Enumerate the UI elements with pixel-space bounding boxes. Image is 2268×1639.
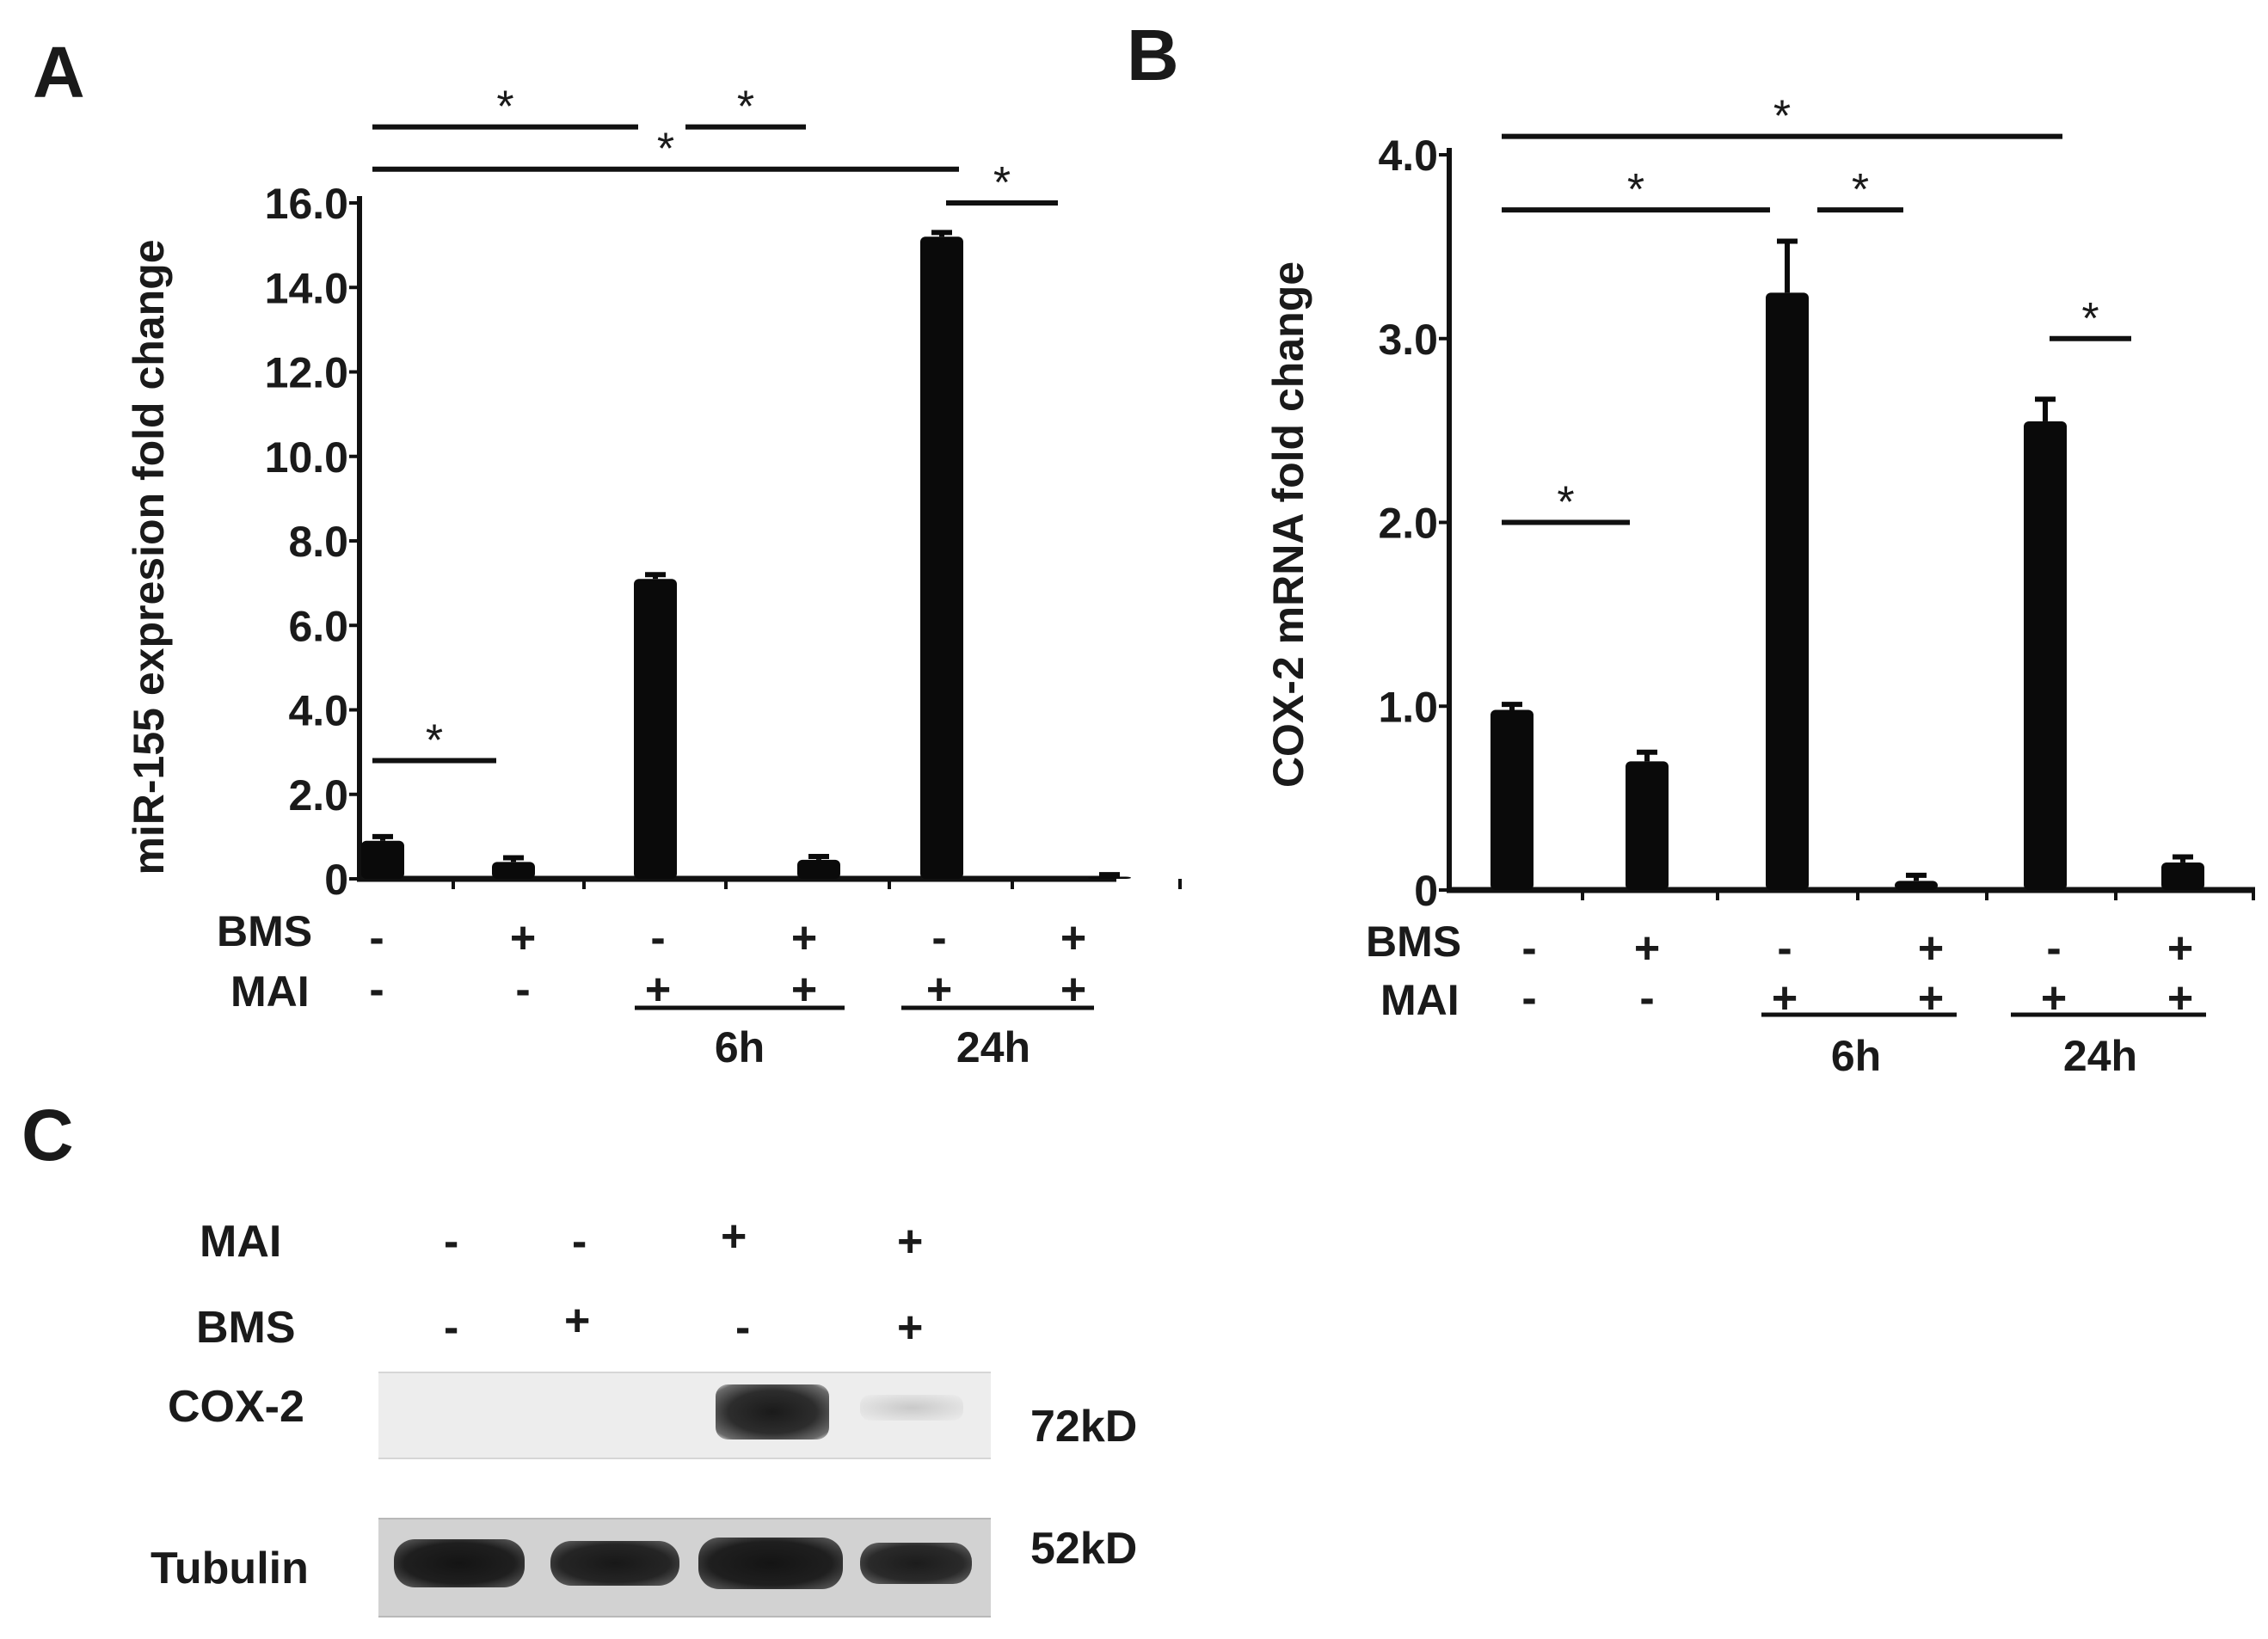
chart-b-bms-label: BMS	[1366, 918, 1461, 966]
chart-b-significance-star: *	[1773, 92, 1791, 142]
chart-b-mai-sign: -	[1639, 973, 1654, 1023]
wb-band-tubulin-lane4	[860, 1543, 972, 1584]
chart-b-bar	[1490, 709, 1534, 890]
chart-b-bms-sign: -	[2046, 924, 2061, 973]
chart-b-significance-star: *	[1627, 165, 1644, 215]
chart-a-bar	[1088, 876, 1131, 879]
chart-b-y-axis-label: COX-2 mRNA fold change	[1264, 261, 1312, 788]
chart-a-significance-star: *	[657, 125, 674, 175]
chart-a-mai-sign: -	[515, 965, 530, 1015]
chart-a-y-tick-label: 8.0	[288, 518, 348, 566]
wb-bms-sign: +	[897, 1303, 924, 1353]
chart-a-bar	[492, 862, 535, 879]
chart-a: 16.0 14.0 12.0 10.0 8.0 6.0 4.0 2.0 0 miR-155 exp…	[125, 83, 1182, 1071]
chart-a-significance-star: *	[993, 158, 1011, 208]
chart-a-bms-sign: -	[369, 913, 384, 963]
chart-b-significance-star: *	[1557, 478, 1574, 528]
panel-letter-a: A	[33, 32, 85, 113]
wb-band-size-cox2: 72kD	[1030, 1402, 1138, 1452]
chart-a-mai-label: MAI	[230, 967, 310, 1016]
wb-band-label-tubulin: Tubulin	[151, 1544, 309, 1593]
chart-a-y-tick-label: 10.0	[265, 433, 348, 482]
chart-b-bar	[1626, 761, 1669, 890]
chart-b-y-tick-label: 3.0	[1378, 316, 1438, 364]
chart-b-bms-sign: +	[1634, 924, 1660, 973]
wb-band-cox2-lane3	[716, 1384, 829, 1439]
chart-a-y-tick-label: 6.0	[288, 602, 348, 650]
wb-mai-sign: -	[572, 1217, 587, 1267]
chart-b-bms-sign: -	[1521, 924, 1536, 973]
chart-b-y-tick-label: 1.0	[1378, 683, 1438, 731]
wb-bms-sign: -	[444, 1303, 459, 1353]
chart-a-bms-sign: +	[791, 913, 817, 963]
chart-b-bms-sign: -	[1777, 924, 1792, 973]
chart-a-bar	[920, 236, 963, 879]
wb-band-label-cox2: COX-2	[168, 1382, 304, 1432]
wb-band-cox2-lane4	[860, 1395, 963, 1421]
chart-a-time-label: 24h	[956, 1023, 1030, 1071]
chart-a-time-label: 6h	[715, 1023, 765, 1071]
wb-bms-sign: +	[564, 1296, 591, 1346]
chart-b-bar	[2161, 862, 2204, 890]
chart-b-time-label: 6h	[1831, 1032, 1881, 1080]
wb-band-tubulin-lane2	[550, 1541, 679, 1586]
chart-a-y-tick-label: 16.0	[265, 180, 348, 228]
chart-a-y-axis-label: miR-155 expresion fold change	[125, 239, 173, 875]
chart-b-significance-star: *	[1852, 165, 1869, 215]
chart-a-y-tick-label: 2.0	[288, 771, 348, 820]
chart-a-y-tick-label: 12.0	[265, 349, 348, 397]
wb-band-size-tubulin: 52kD	[1030, 1524, 1138, 1574]
chart-b-time-label: 24h	[2063, 1032, 2137, 1080]
chart-b-y-tick-label: 4.0	[1378, 132, 1438, 180]
panel-letter-b: B	[1127, 15, 1179, 95]
chart-a-mai-sign: -	[369, 965, 384, 1015]
chart-a-bms-sign: -	[931, 913, 946, 963]
wb-bms-sign: -	[735, 1303, 751, 1353]
chart-b: 4.0 3.0 2.0 1.0 0 COX-2 mRNA fold change * * * * *…	[1264, 92, 2255, 1080]
chart-a-bar	[634, 579, 677, 879]
chart-b-significance-star: *	[2081, 294, 2099, 344]
chart-a-significance-star: *	[496, 83, 513, 132]
chart-b-bms-sign: +	[2167, 924, 2193, 973]
chart-b-y-tick-label: 2.0	[1378, 500, 1438, 548]
wb-band-tubulin-lane3	[698, 1538, 843, 1589]
wb-band-tubulin-lane1	[394, 1539, 525, 1587]
chart-b-bms-sign: +	[1918, 924, 1944, 973]
chart-a-bms-sign: +	[1060, 913, 1086, 963]
chart-a-significance-star: *	[426, 715, 443, 765]
chart-b-mai-label: MAI	[1380, 976, 1460, 1024]
wb-mai-sign: -	[444, 1217, 459, 1267]
wb-mai-sign: +	[897, 1217, 924, 1267]
chart-b-bar	[1766, 292, 1809, 890]
chart-a-bar	[361, 840, 404, 879]
wb-mai-sign: +	[721, 1212, 747, 1261]
chart-a-bms-sign: +	[510, 913, 536, 963]
wb-bms-label: BMS	[196, 1303, 296, 1353]
chart-a-y-tick-label: 4.0	[288, 687, 348, 735]
chart-a-significance-star: *	[737, 83, 754, 132]
chart-a-bms-sign: -	[650, 913, 665, 963]
chart-a-y-tick-label: 14.0	[265, 264, 348, 312]
chart-a-bms-label: BMS	[217, 907, 312, 955]
panel-letter-c: C	[22, 1095, 74, 1176]
chart-a-y-tick-label: 0	[324, 856, 348, 904]
wb-mai-label: MAI	[200, 1217, 282, 1267]
chart-a-bar	[797, 859, 840, 879]
chart-b-y-tick-label: 0	[1414, 867, 1438, 915]
chart-b-mai-sign: -	[1521, 973, 1536, 1023]
chart-b-bar	[1895, 881, 1938, 890]
chart-b-bar	[2024, 420, 2067, 890]
